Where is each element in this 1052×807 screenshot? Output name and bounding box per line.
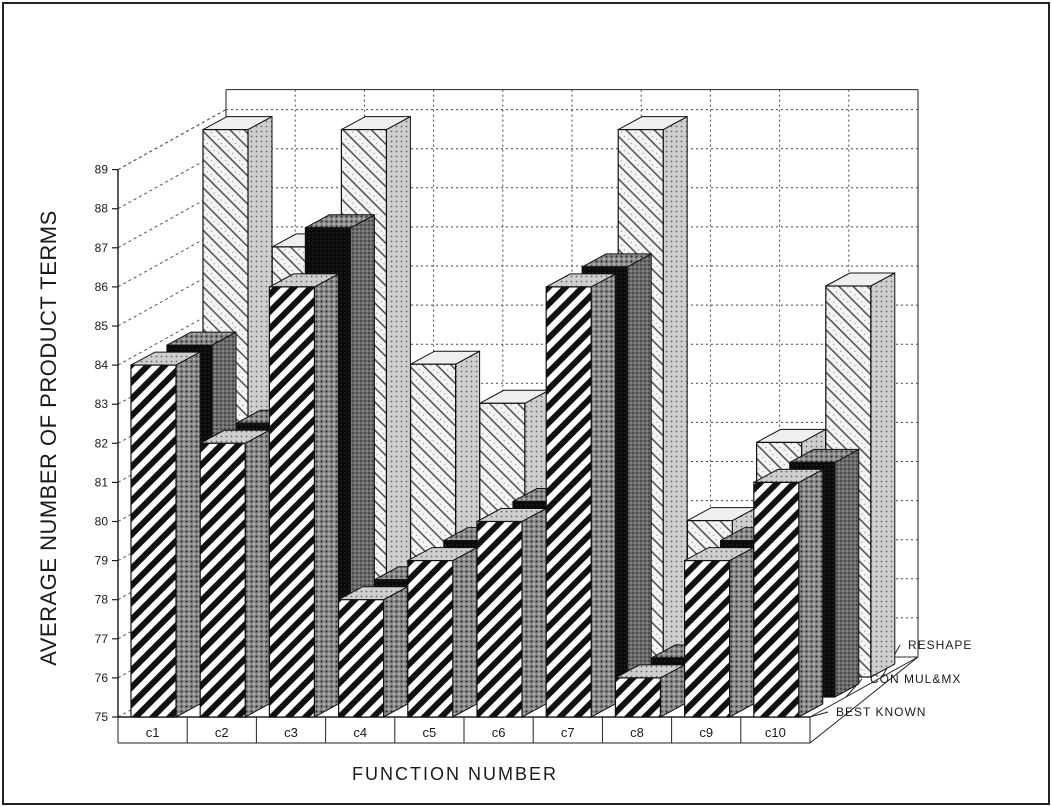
bar-best-known	[683, 546, 755, 718]
floor-front-right-edge	[809, 656, 919, 744]
bar-side	[662, 115, 688, 678]
bar-best-known	[407, 546, 478, 718]
y-tick-label: 85	[95, 319, 109, 333]
bar-side	[244, 429, 270, 718]
category-label: c6	[492, 725, 506, 740]
bar-side	[383, 585, 409, 718]
gridline-left-wall	[117, 109, 227, 171]
category-label: c10	[765, 725, 786, 740]
labels: 75 76 77 78 79 80 81 82 83 84 85 86 87 88 89 c1 c2 c3 c4 c5…	[95, 163, 972, 740]
category-label: c4	[353, 725, 367, 740]
bar-front	[407, 559, 454, 718]
y-tick-label: 78	[95, 593, 109, 607]
bar-best-known	[199, 429, 270, 718]
category-label: c2	[215, 725, 229, 740]
bar-side	[590, 273, 616, 718]
y-axis-label: AVERAGE NUMBER OF PRODUCT TERMS	[36, 210, 61, 666]
y-tick-label: 77	[95, 632, 109, 646]
y-tick-label: 86	[95, 280, 109, 294]
floor-right-edge	[809, 656, 919, 718]
y-tick-label: 83	[95, 397, 109, 411]
category-label: c8	[630, 725, 644, 740]
y-tick-label: 88	[95, 202, 109, 216]
bar-front	[268, 286, 315, 718]
y-tick-label: 76	[95, 671, 109, 685]
bar-side	[626, 253, 652, 698]
category-label: c1	[146, 725, 160, 740]
bar-best-known	[753, 468, 824, 718]
bar-best-known	[130, 351, 201, 718]
category-label: c3	[284, 725, 298, 740]
y-tick-label: 80	[95, 515, 109, 529]
y-tick-label: 79	[95, 554, 109, 568]
bar-front	[545, 286, 592, 718]
bar-front	[130, 364, 177, 718]
bar-front	[199, 442, 246, 718]
category-label: c7	[561, 725, 575, 740]
series-label: BEST KNOWN	[836, 705, 926, 719]
bars	[130, 115, 896, 718]
bar-side	[798, 468, 824, 718]
category-label: c9	[699, 725, 713, 740]
series-label: CON MUL&MX	[870, 672, 961, 686]
bar-front	[476, 520, 523, 718]
y-tick-label: 84	[95, 358, 109, 372]
series-label-leader	[809, 711, 829, 718]
bar-side	[452, 546, 478, 718]
bar-front	[753, 481, 800, 718]
bar-best-known	[338, 585, 409, 718]
series-label-leader	[845, 678, 863, 698]
bar-best-known	[268, 273, 339, 718]
bar-best-known	[545, 273, 616, 718]
y-tick-label: 81	[95, 475, 109, 489]
y-tick-label: 87	[95, 241, 109, 255]
bar-side	[175, 351, 201, 718]
bar-side	[729, 546, 755, 718]
y-tick-label: 82	[95, 436, 109, 450]
y-tick-label: 89	[95, 163, 109, 177]
series-label: RESHAPE	[908, 638, 972, 652]
bar-side	[870, 272, 896, 678]
bar-best-known	[476, 507, 547, 718]
bar-front	[683, 559, 731, 718]
bar-side	[834, 448, 860, 698]
x-axis-label: FUNCTION NUMBER	[352, 764, 558, 784]
bar-best-known	[614, 664, 685, 718]
category-label: c5	[423, 725, 437, 740]
bar-front	[338, 599, 385, 718]
bar-side	[313, 273, 339, 718]
bar-front	[614, 677, 662, 718]
y-tick-label: 75	[95, 710, 109, 724]
bar-side	[521, 507, 547, 718]
